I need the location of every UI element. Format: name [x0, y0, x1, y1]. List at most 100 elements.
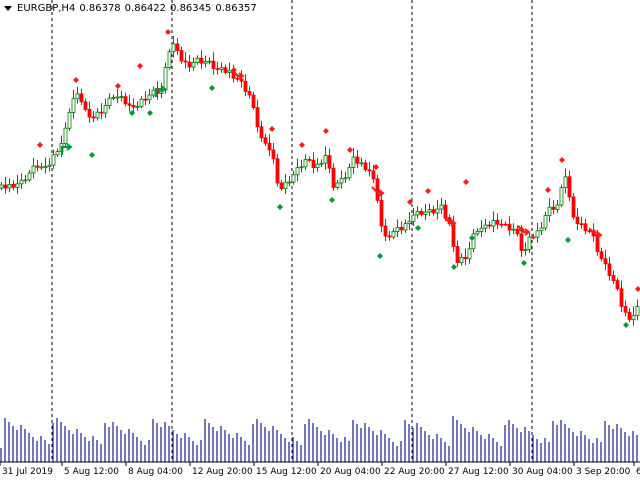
- fractal-down-marker: [377, 253, 383, 259]
- sell-arrow: [589, 228, 600, 237]
- candle-body: [583, 223, 588, 232]
- candle-body: [67, 112, 72, 129]
- candle-body: [431, 209, 436, 214]
- fractal-up-marker: [545, 187, 551, 193]
- candle-body: [435, 208, 440, 214]
- candle-body: [11, 183, 16, 188]
- candle-body: [215, 68, 220, 70]
- candle-body: [47, 164, 52, 167]
- candle-body: [23, 179, 28, 182]
- candle-body: [491, 219, 496, 227]
- candle-body: [511, 228, 516, 231]
- fractal-up-marker: [323, 128, 329, 134]
- candle-body: [499, 223, 504, 226]
- candle-body: [459, 256, 464, 263]
- candle-body: [303, 158, 308, 168]
- candle-body: [167, 51, 172, 68]
- fractal-up-marker: [463, 179, 469, 185]
- candle-body: [547, 206, 552, 216]
- candle-body: [239, 78, 244, 82]
- candle-body: [423, 211, 428, 215]
- candle-body: [183, 60, 188, 63]
- candle-body: [107, 97, 112, 106]
- candle-body: [131, 105, 136, 108]
- candle-body: [611, 275, 616, 282]
- candle-body: [279, 182, 284, 189]
- time-axis-label: 30 Aug 04:00: [512, 467, 573, 477]
- triangle-down-icon[interactable]: [4, 5, 12, 11]
- candle-body: [395, 226, 400, 232]
- candle-body: [227, 70, 232, 73]
- candle-body: [371, 170, 376, 180]
- candle-body: [375, 178, 380, 201]
- candle-body: [247, 91, 252, 96]
- sell-arrow: [517, 225, 528, 234]
- candle-body: [515, 228, 520, 235]
- candle-body: [567, 176, 572, 198]
- candle-body: [91, 116, 96, 119]
- candle-body: [383, 225, 388, 237]
- candle-body: [347, 166, 352, 179]
- fractal-down-marker: [565, 237, 571, 243]
- fractal-down-marker: [129, 110, 135, 116]
- candle-body: [99, 111, 104, 114]
- candle-body: [3, 184, 8, 189]
- candle-body: [123, 96, 128, 105]
- candle-body: [327, 155, 332, 169]
- candle-body: [615, 280, 620, 290]
- buy-arrow: [154, 87, 164, 97]
- candle-body: [311, 159, 316, 168]
- candle-body: [307, 158, 312, 161]
- time-axis-label: 15 Aug 12:00: [256, 467, 317, 477]
- candle-body: [151, 89, 156, 96]
- candle-body: [315, 163, 320, 168]
- candle-body: [115, 96, 120, 99]
- candle-body: [207, 60, 212, 63]
- candle-body: [259, 126, 264, 139]
- fractal-down-marker: [147, 110, 153, 116]
- time-axis-label: 6 Sep: [636, 467, 640, 477]
- candle-body: [263, 137, 268, 144]
- candle-body: [519, 233, 524, 251]
- candle-body: [387, 235, 392, 238]
- candle-body: [147, 94, 152, 101]
- fractal-up-marker: [165, 29, 171, 35]
- high-price: 0.86422: [124, 2, 167, 14]
- sell-arrow-head: [524, 228, 531, 236]
- candle-body: [355, 156, 360, 164]
- candle-body: [143, 98, 148, 101]
- candle-body: [55, 151, 60, 156]
- candle-body: [579, 223, 584, 226]
- candle-body: [495, 219, 500, 225]
- candle-body: [335, 182, 340, 188]
- fractal-down-marker: [623, 322, 629, 328]
- candle-body: [451, 223, 456, 247]
- candle-body: [127, 103, 132, 106]
- candle-body: [415, 210, 420, 216]
- candle-body: [379, 199, 384, 227]
- candle-body: [39, 166, 44, 169]
- time-axis-label: 31 Jul 2019: [2, 467, 53, 477]
- candle-body: [535, 230, 540, 238]
- candle-body: [19, 179, 24, 185]
- time-axis-label: 5 Aug 12:00: [64, 467, 119, 477]
- fractal-down-marker: [451, 264, 457, 270]
- fractal-up-marker: [635, 286, 640, 292]
- sell-arrow-head: [596, 231, 603, 239]
- candle-body: [503, 223, 508, 226]
- candle-body: [507, 223, 512, 231]
- candle-body: [295, 167, 300, 176]
- candle-body: [331, 167, 336, 188]
- fractal-up-marker: [73, 77, 79, 83]
- close-price: 0.86357: [215, 2, 257, 14]
- candle-body: [83, 101, 88, 110]
- candle-body: [635, 306, 640, 316]
- candle-body: [139, 98, 144, 107]
- candle-body: [439, 204, 444, 210]
- candle-body: [251, 94, 256, 108]
- buy-arrow: [60, 145, 70, 155]
- sell-arrow: [371, 186, 382, 195]
- candle-body: [367, 169, 372, 172]
